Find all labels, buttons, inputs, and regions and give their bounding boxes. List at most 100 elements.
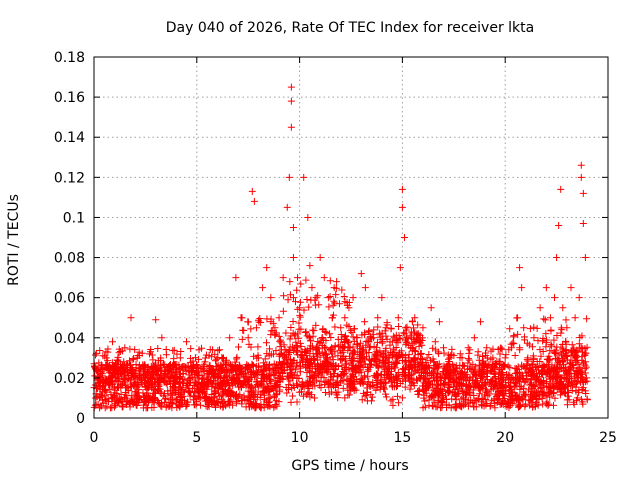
data-point — [260, 389, 268, 397]
data-point — [171, 361, 179, 369]
data-point — [459, 380, 467, 388]
data-point — [353, 340, 361, 348]
data-point — [103, 402, 111, 410]
data-point — [173, 350, 181, 358]
data-point — [514, 401, 522, 409]
data-point — [477, 386, 485, 394]
data-point — [128, 366, 136, 374]
data-point — [308, 391, 316, 399]
data-point — [172, 400, 180, 408]
data-point — [373, 343, 381, 351]
data-point — [237, 397, 245, 405]
data-point — [299, 392, 307, 400]
data-point — [420, 368, 428, 376]
data-point — [169, 385, 177, 393]
data-point — [364, 378, 372, 386]
data-point — [366, 344, 374, 352]
data-point — [322, 344, 330, 352]
y-tick-label: 0.14 — [54, 130, 85, 146]
data-point — [552, 354, 560, 362]
data-point — [282, 329, 290, 337]
data-point — [382, 332, 390, 340]
data-point — [387, 325, 395, 333]
data-point — [544, 367, 552, 375]
data-point — [497, 344, 505, 352]
y-tick-label: 0.16 — [54, 90, 85, 106]
data-point — [285, 381, 293, 389]
data-point — [300, 173, 308, 181]
data-point — [496, 350, 504, 358]
data-point — [456, 350, 464, 358]
data-point — [496, 391, 504, 399]
data-point — [517, 372, 525, 380]
data-point — [146, 350, 154, 358]
data-point — [534, 337, 542, 345]
data-point — [490, 395, 498, 403]
data-point — [96, 364, 104, 372]
data-point — [579, 374, 587, 382]
data-point — [558, 381, 566, 389]
data-point — [581, 344, 589, 352]
data-point — [541, 316, 549, 324]
data-point — [280, 292, 288, 300]
data-point — [320, 374, 328, 382]
data-point — [469, 361, 477, 369]
data-point — [304, 389, 312, 397]
data-point — [524, 354, 532, 362]
data-point — [229, 376, 237, 384]
data-point — [132, 390, 140, 398]
data-point — [263, 339, 271, 347]
data-point — [530, 383, 538, 391]
data-point — [525, 386, 533, 394]
data-point — [458, 354, 466, 362]
data-point — [92, 351, 100, 359]
data-point — [215, 389, 223, 397]
data-point — [427, 304, 435, 312]
data-point — [551, 294, 559, 302]
data-point — [465, 376, 473, 384]
data-point — [315, 339, 323, 347]
data-point — [382, 324, 390, 332]
data-point — [327, 388, 335, 396]
data-point — [451, 386, 459, 394]
data-point — [204, 369, 212, 377]
data-point — [365, 327, 373, 335]
data-point — [444, 355, 452, 363]
data-point — [285, 347, 293, 355]
data-point — [102, 354, 110, 362]
data-point — [289, 392, 297, 400]
data-point — [208, 353, 216, 361]
data-point — [307, 296, 315, 304]
data-point — [350, 380, 358, 388]
data-point — [499, 370, 507, 378]
data-point — [283, 389, 291, 397]
data-point — [152, 316, 160, 324]
data-point — [130, 354, 138, 362]
data-point — [491, 359, 499, 367]
data-point — [302, 328, 310, 336]
data-point — [553, 373, 561, 381]
data-point — [240, 327, 248, 335]
data-point — [276, 337, 284, 345]
data-point — [482, 352, 490, 360]
data-point — [506, 325, 514, 333]
data-point — [537, 387, 545, 395]
data-point — [345, 338, 353, 346]
y-tick-label: 0.1 — [63, 210, 85, 226]
data-point — [287, 97, 295, 105]
data-point — [489, 354, 497, 362]
data-point — [390, 334, 398, 342]
data-point — [309, 326, 317, 334]
data-point — [544, 382, 552, 390]
data-point — [511, 369, 519, 377]
data-point — [156, 378, 164, 386]
data-point — [286, 346, 294, 354]
data-point — [538, 394, 546, 402]
data-point — [148, 403, 156, 411]
data-point — [309, 373, 317, 381]
data-point — [475, 390, 483, 398]
data-point — [161, 361, 169, 369]
data-point — [336, 356, 344, 364]
data-point — [304, 213, 312, 221]
data-point — [187, 345, 195, 353]
